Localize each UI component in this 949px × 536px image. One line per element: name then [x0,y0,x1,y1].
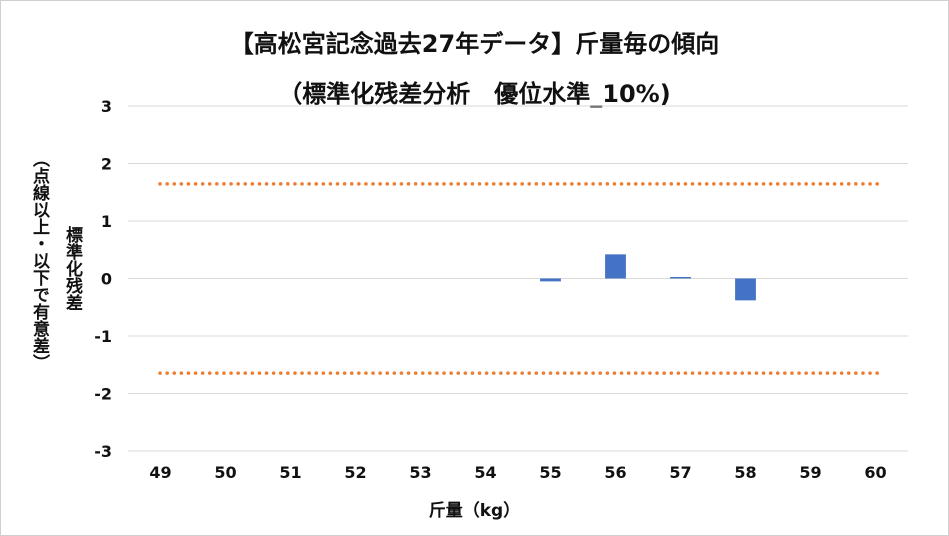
x-tick-label: 58 [734,463,756,482]
y-tick-label: 3 [101,97,112,116]
y-tick-label: 0 [101,270,112,289]
x-tick-label: 57 [669,463,691,482]
y-tick-label: 2 [101,155,112,174]
bar [735,278,756,301]
chart-title: 【高松宮記念過去27年データ】斤量毎の傾向 [229,30,720,58]
y-tick-label: -3 [94,442,112,461]
bar [605,254,626,279]
x-tick-label: 50 [214,463,236,482]
x-tick-label: 51 [279,463,301,482]
x-tick-label: 56 [604,463,626,482]
x-tick-label: 52 [344,463,366,482]
y-tick-label: -1 [94,327,112,346]
x-tick-label: 55 [539,463,561,482]
x-tick-label: 59 [799,463,821,482]
bar [540,278,561,282]
chart-subtitle: （標準化残差分析 優位水準_10%) [278,80,671,108]
x-tick-label: 53 [409,463,431,482]
y-tick-label: 1 [101,212,112,231]
bar [670,277,691,279]
x-tick-label: 60 [864,463,886,482]
x-tick-label: 49 [149,463,171,482]
y-tick-label: -2 [94,385,112,404]
x-tick-label: 54 [474,463,496,482]
x-axis-label: 斤量（kg） [428,501,521,521]
